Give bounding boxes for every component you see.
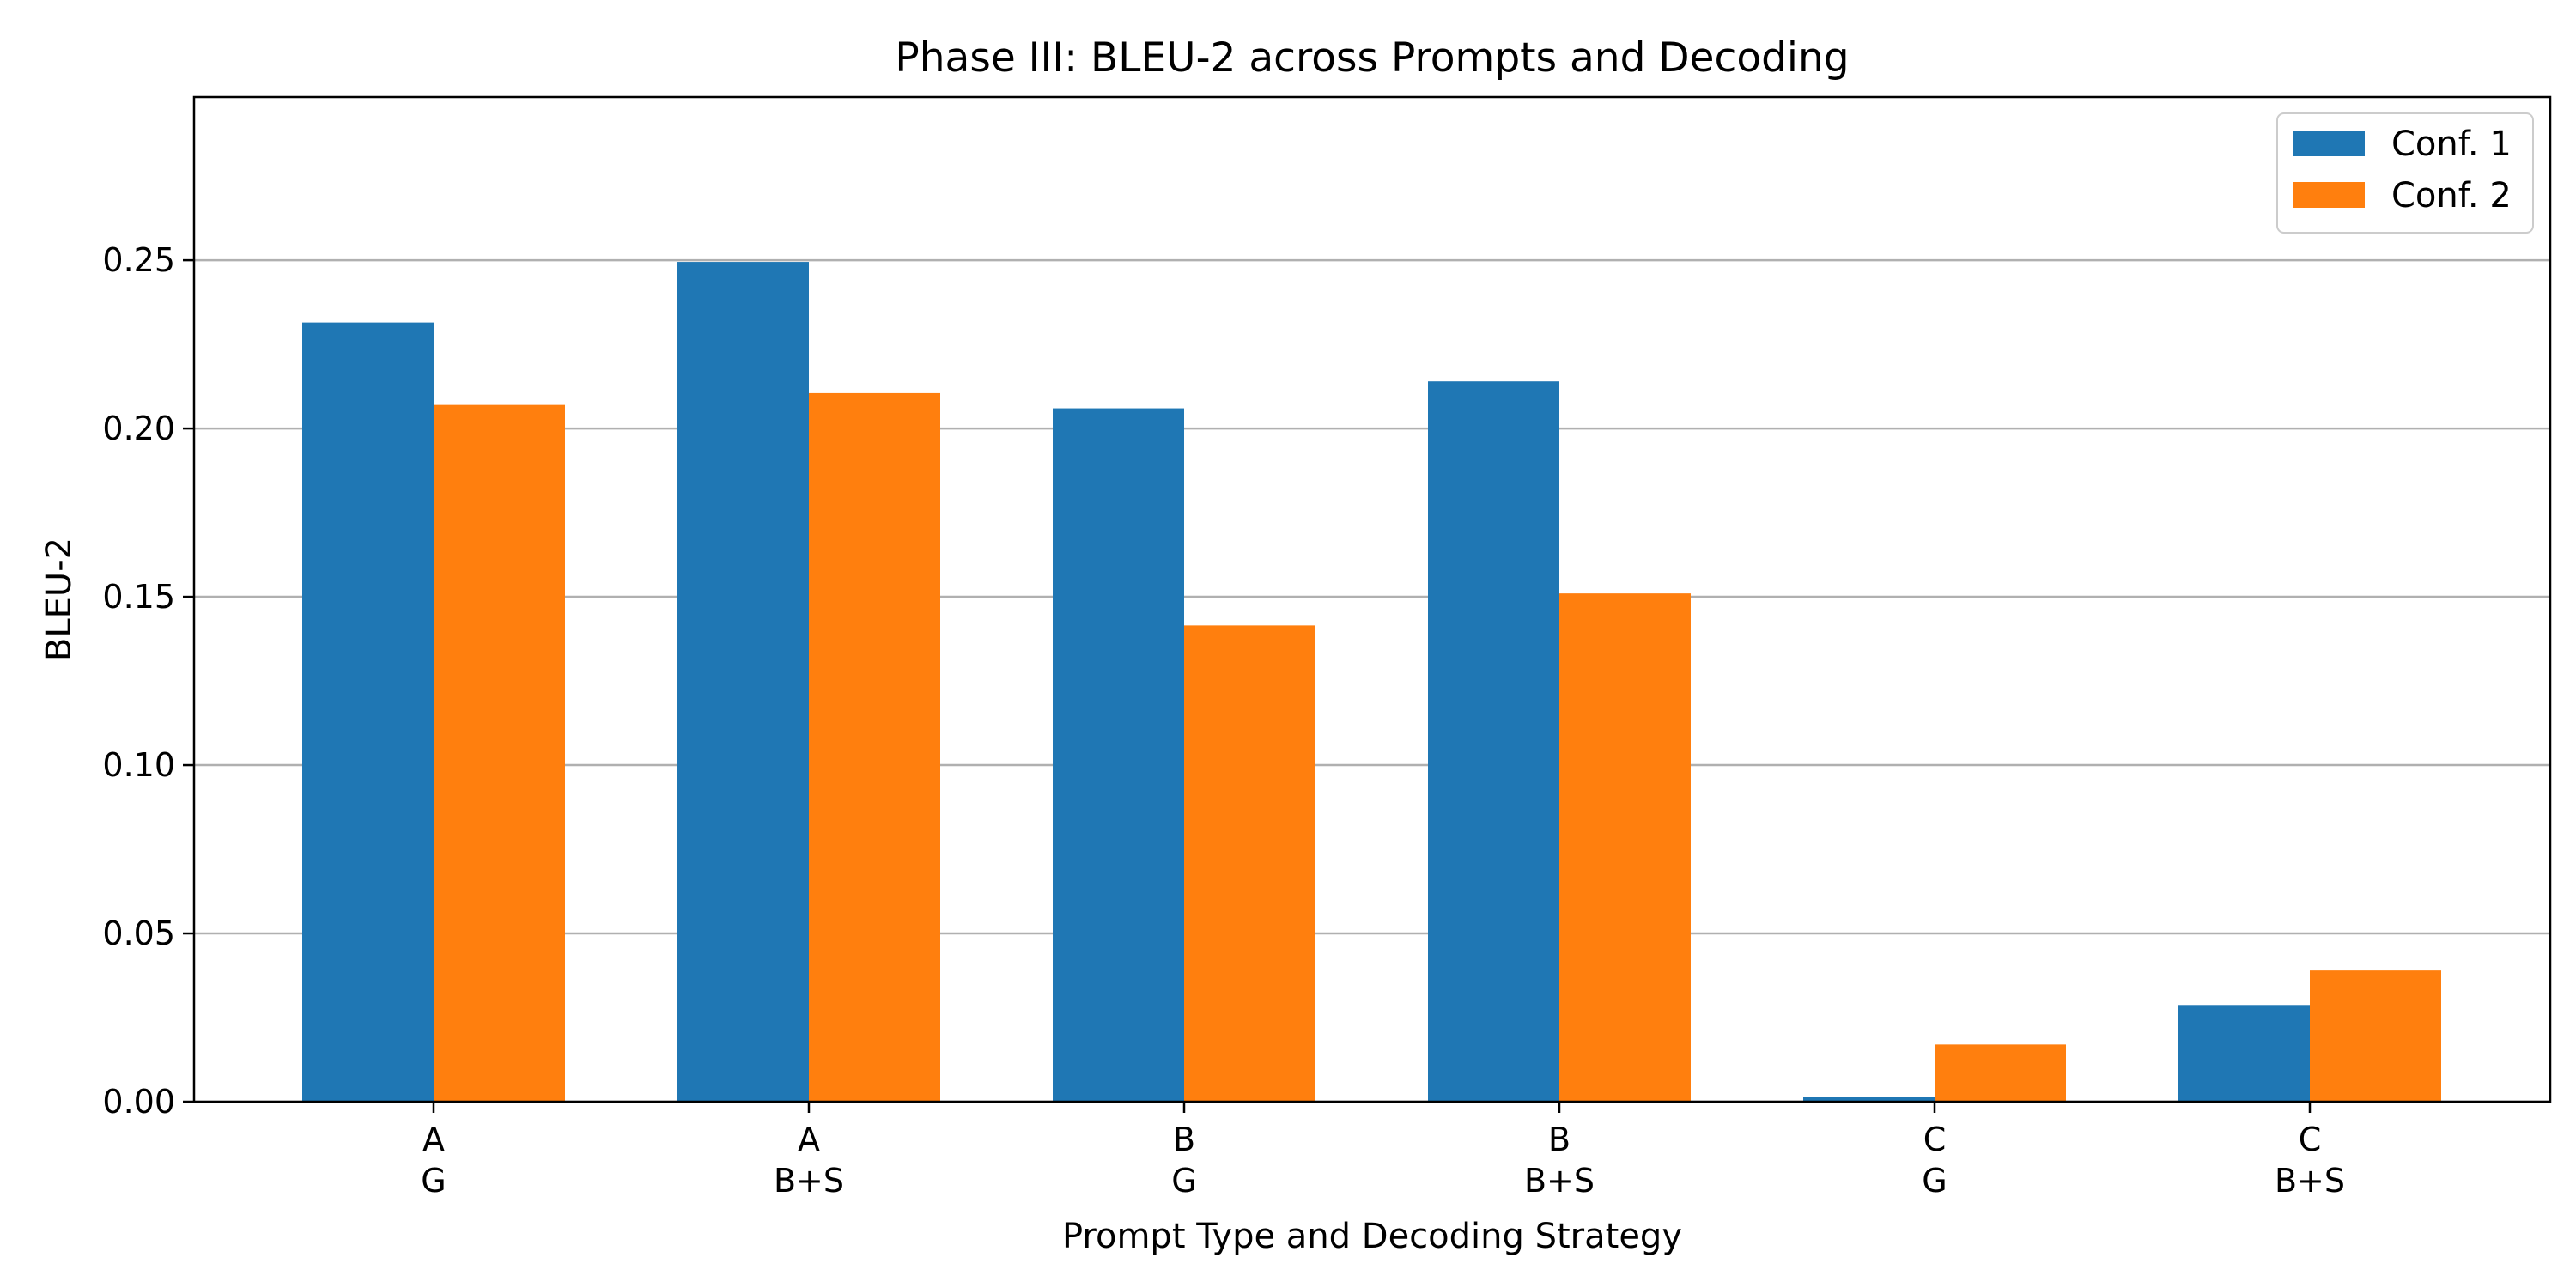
bar-conf-1-0 [302, 322, 434, 1103]
bar-conf-1-5 [2178, 1005, 2310, 1102]
chart-title: Phase III: BLEU-2 across Prompts and Dec… [895, 34, 1849, 82]
bar-conf-1-3 [1428, 381, 1559, 1102]
legend-swatch-conf-2 [2293, 182, 2365, 208]
x-tick-label: C [2299, 1121, 2322, 1158]
x-tick-label: B+S [1524, 1162, 1595, 1200]
bar-conf-2-4 [1935, 1044, 2066, 1102]
bar-conf-1-4 [1803, 1097, 1935, 1102]
y-axis-label: BLEU-2 [39, 538, 79, 661]
x-tick-label: B [1548, 1121, 1571, 1158]
bar-conf-1-2 [1053, 408, 1184, 1102]
x-tick-label: G [1922, 1162, 1947, 1200]
y-tick-label: 0.15 [102, 578, 175, 616]
bar-conf-1-1 [677, 262, 809, 1102]
y-tick-label: 0.05 [102, 914, 175, 952]
y-tick-label: 0.10 [102, 746, 175, 784]
x-tick-label: B+S [774, 1162, 844, 1200]
y-tick-label: 0.00 [102, 1083, 175, 1121]
legend-label-conf-2: Conf. 2 [2391, 176, 2512, 216]
plot-frame [192, 95, 2552, 1103]
x-tick-label: B+S [2275, 1162, 2345, 1200]
x-tick-label: G [421, 1162, 446, 1200]
bars [302, 262, 2441, 1103]
legend-swatch-conf-1 [2293, 131, 2365, 156]
x-axis-label: Prompt Type and Decoding Strategy [1062, 1217, 1682, 1256]
bar-conf-2-1 [809, 392, 940, 1102]
y-tick-label: 0.20 [102, 410, 175, 447]
legend-label-conf-1: Conf. 1 [2391, 125, 2512, 164]
x-tick-label: G [1171, 1162, 1196, 1200]
y-axis-ticks: 0.00 0.05 0.10 0.15 0.20 0.25 [102, 241, 194, 1121]
x-tick-label: A [798, 1121, 820, 1158]
bar-conf-2-5 [2310, 970, 2441, 1102]
bar-conf-2-3 [1559, 593, 1691, 1102]
x-tick-label: C [1923, 1121, 1947, 1158]
y-tick-label: 0.25 [102, 241, 175, 279]
legend: Conf. 1 Conf. 2 [2276, 112, 2534, 234]
x-tick-label: A [422, 1121, 445, 1158]
bar-conf-2-2 [1184, 625, 1315, 1102]
bar-conf-2-0 [434, 404, 565, 1103]
x-tick-label: B [1173, 1121, 1195, 1158]
